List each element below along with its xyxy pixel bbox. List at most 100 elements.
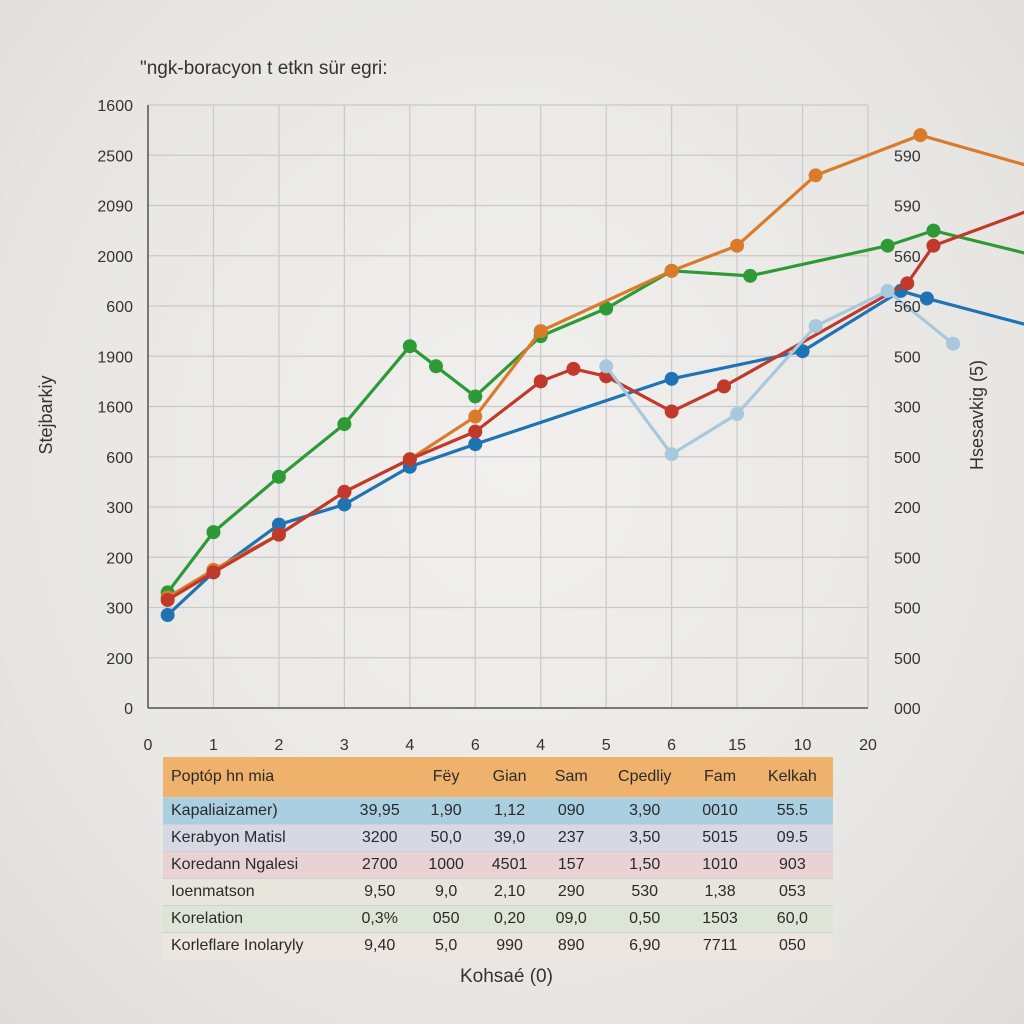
table-cell: Koredann Ngalesi <box>163 851 345 879</box>
table-cell: 1,12 <box>477 797 542 825</box>
table-cell: 1000 <box>414 851 478 879</box>
table-cell: 237 <box>541 824 602 852</box>
data-point <box>664 404 679 419</box>
data-point <box>429 359 443 374</box>
data-point <box>337 417 352 432</box>
data-point <box>533 374 548 389</box>
x-tick-label: 4 <box>536 737 545 754</box>
data-point <box>808 319 823 334</box>
y-tick-label: 1900 <box>97 349 133 366</box>
y-tick-label: 1600 <box>97 98 133 115</box>
y-tick-label: 300 <box>106 500 133 517</box>
table-row: Korleflare Inolaryly 9,40 5,0 990 890 6,90 771… <box>163 932 833 959</box>
table-cell: 1,38 <box>688 878 752 906</box>
chart-title: "ngk-boracyon t etkn sür egri: <box>140 58 388 79</box>
y2-tick-label: 500 <box>894 450 921 467</box>
data-point <box>160 592 175 607</box>
data-point <box>599 359 614 374</box>
table-header-cell: Fam <box>688 757 752 798</box>
table-cell: 4501 <box>477 851 542 879</box>
x-tick-label: 2 <box>274 737 283 754</box>
x-tick-label: 6 <box>471 737 480 754</box>
table-cell: Ioenmatson <box>163 878 345 906</box>
table-cell: 2700 <box>345 851 415 879</box>
table-cell: 3,90 <box>601 797 689 825</box>
table-cell: Korleflare Inolaryly <box>163 932 345 959</box>
y-tick-label: 200 <box>106 651 133 668</box>
table-cell: 0,20 <box>477 905 542 933</box>
data-point <box>900 276 915 291</box>
table-cell: Kerabyon Matisl <box>163 824 345 852</box>
table-header-row: Poptóp hn mia Fëy Gian Sam Cpedliy Fam Kelkah <box>163 757 833 798</box>
y2-axis-title: Hsesavkig (5) <box>967 360 987 470</box>
data-point <box>664 371 679 386</box>
y2-tick-label: 500 <box>894 601 921 618</box>
data-point <box>337 497 352 512</box>
data-point <box>926 223 941 238</box>
y-tick-label: 2000 <box>97 249 133 266</box>
data-point <box>206 525 221 540</box>
table-cell: 903 <box>751 851 833 879</box>
series-line-1 <box>166 229 1024 594</box>
table-cell: 09.5 <box>751 824 833 852</box>
data-point <box>337 484 352 499</box>
y2-tick-label: 300 <box>894 400 921 417</box>
data-point <box>795 344 810 359</box>
data-point <box>730 238 745 253</box>
table-cell: 50,0 <box>414 824 478 852</box>
table-cell: 050 <box>751 932 833 959</box>
x-tick-label: 3 <box>340 737 349 754</box>
table-header-cell: Sam <box>541 757 602 798</box>
y-tick-label: 200 <box>106 550 133 567</box>
table-cell: 0,3% <box>345 905 415 933</box>
table-header-cell: Cpedliy <box>601 757 689 798</box>
table-cell: 1,90 <box>414 797 478 825</box>
y2-tick-label: 590 <box>894 148 921 165</box>
x-tick-label: 10 <box>794 737 812 754</box>
data-point <box>664 263 679 278</box>
x-tick-label: 4 <box>405 737 414 754</box>
y-tick-label: 300 <box>106 601 133 618</box>
x-tick-label: 1 <box>209 737 218 754</box>
table-cell: 3,50 <box>601 824 689 852</box>
y-tick-label: 0 <box>124 701 133 718</box>
table-row: Kapaliaizamer) 39,95 1,90 1,12 090 3,90 0010 55… <box>163 797 833 825</box>
y-tick-label: 2090 <box>97 199 133 216</box>
data-point <box>926 238 941 253</box>
table-row: Kerabyon Matisl 3200 50,0 39,0 237 3,50 5015 09… <box>163 824 833 852</box>
x-tick-label: 20 <box>859 737 877 754</box>
table-cell: 050 <box>414 905 478 933</box>
data-point <box>468 409 483 424</box>
data-point <box>880 283 895 298</box>
table-cell: 60,0 <box>751 905 833 933</box>
table-cell: 5,0 <box>414 932 478 959</box>
data-point <box>402 339 417 354</box>
table-header-cell: Fëy <box>414 757 478 798</box>
data-point <box>566 361 581 376</box>
data-point <box>206 565 221 580</box>
table-cell: 090 <box>541 797 602 825</box>
table-cell: 9,40 <box>345 932 415 959</box>
y2-tick-label: 560 <box>894 299 921 316</box>
data-point <box>468 437 483 452</box>
y2-tick-label: 500 <box>894 349 921 366</box>
data-point <box>533 324 548 339</box>
data-point <box>402 452 417 467</box>
data-table: Poptóp hn mia Fëy Gian Sam Cpedliy Fam Kelkah … <box>163 757 833 959</box>
y2-tick-label: 590 <box>894 199 921 216</box>
table-cell: 530 <box>601 878 689 906</box>
table-header-cell: Poptóp hn mia <box>163 757 415 798</box>
y2-tick-label: 560 <box>894 249 921 266</box>
table-cell: 290 <box>541 878 602 906</box>
table-cell: 1503 <box>688 905 752 933</box>
data-point <box>271 527 286 542</box>
y2-tick-label: 500 <box>894 651 921 668</box>
data-point <box>599 301 614 316</box>
y-tick-label: 600 <box>106 450 133 467</box>
table-cell: 6,90 <box>601 932 689 959</box>
data-point <box>808 168 823 183</box>
y2-tick-label: 000 <box>894 701 921 718</box>
table-cell: 55.5 <box>751 797 833 825</box>
table-cell: 09,0 <box>541 905 602 933</box>
